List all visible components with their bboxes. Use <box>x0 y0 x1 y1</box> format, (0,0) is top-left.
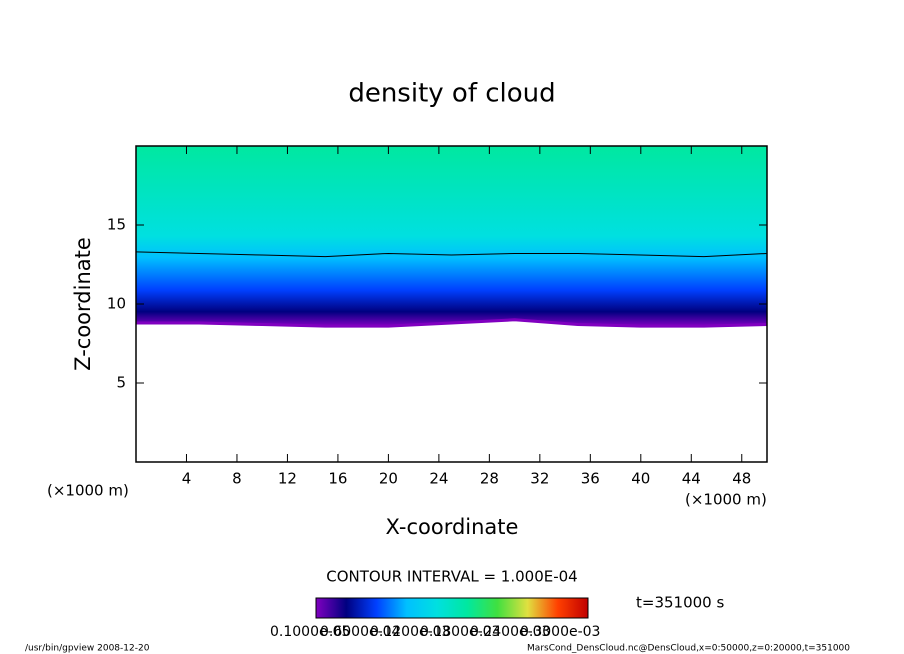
colorbar-label: 0.1000e-05 <box>270 624 350 640</box>
x-tick-label: 4 <box>182 470 192 488</box>
time-label: t=351000 s <box>636 594 724 612</box>
y-tick-label: 5 <box>116 374 126 392</box>
y-axis-label: Z-coordinate <box>71 237 95 371</box>
colorbar-label: 0.1200e-03 <box>370 624 450 640</box>
x-tick-label: 20 <box>379 470 398 488</box>
x-tick-label: 16 <box>328 470 347 488</box>
colorbar-label: 0.6000e-04 <box>320 624 401 640</box>
colorbar-label: 0.1800e-03 <box>420 624 500 640</box>
x-tick-label: 36 <box>581 470 600 488</box>
x-tick-label: 32 <box>530 470 549 488</box>
y-tick-label: 10 <box>107 295 126 313</box>
x-axis-label: X-coordinate <box>386 515 519 539</box>
colorbar <box>315 597 589 619</box>
contour-line <box>135 251 768 258</box>
x-tick-label: 12 <box>278 470 297 488</box>
x-tick-label: 44 <box>682 470 701 488</box>
x-unit: (×1000 m) <box>47 482 129 500</box>
footer: MarsCond_DensCloud.nc@DensCloud,x=0:5000… <box>527 644 850 654</box>
x-tick-label: 28 <box>480 470 499 488</box>
x-tick-label: 8 <box>232 470 242 488</box>
x-unit: (×1000 m) <box>685 491 767 509</box>
cloud-field <box>136 146 767 327</box>
colorbar-label: 0.3000e-03 <box>520 624 600 640</box>
cloud-base <box>136 318 768 328</box>
x-tick-label: 24 <box>429 470 448 488</box>
footer: /usr/bin/gpview 2008-12-20 <box>25 644 150 654</box>
chart-title: density of cloud <box>348 79 555 109</box>
x-tick-label: 40 <box>631 470 650 488</box>
y-tick-label: 15 <box>107 216 126 234</box>
x-tick-label: 48 <box>732 470 751 488</box>
contour-interval: CONTOUR INTERVAL = 1.000E-04 <box>326 568 577 586</box>
colorbar-label: 0.2400e-03 <box>470 624 550 640</box>
